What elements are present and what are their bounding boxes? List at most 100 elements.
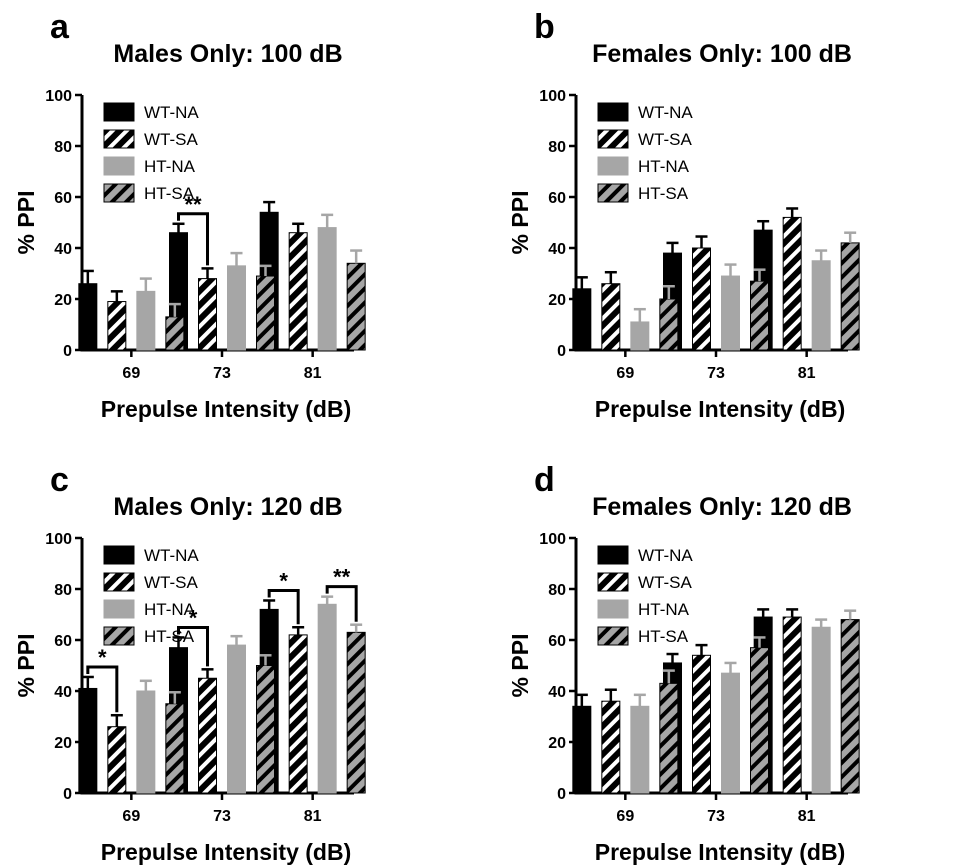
bar bbox=[811, 626, 831, 794]
bar bbox=[811, 260, 831, 351]
legend-swatch bbox=[103, 626, 135, 646]
panel-c: c Males Only: 120 dB 0 20 40 60 80 100 % PPI 69 73… bbox=[13, 461, 366, 865]
bar bbox=[346, 631, 366, 794]
x-tick-label: 81 bbox=[798, 365, 816, 382]
y-tick-label: 80 bbox=[54, 139, 72, 156]
y-tick-label: 40 bbox=[548, 684, 566, 701]
x-tick-label: 69 bbox=[616, 808, 634, 825]
significance-label: ** bbox=[184, 192, 202, 217]
x-tick-label: 69 bbox=[122, 808, 140, 825]
legend-label: WT-SA bbox=[638, 573, 692, 592]
panel-letter: c bbox=[50, 461, 69, 499]
legend-label: WT-NA bbox=[638, 103, 693, 122]
bar bbox=[659, 682, 679, 794]
y-tick-label: 60 bbox=[548, 190, 566, 207]
legend-label: WT-NA bbox=[638, 546, 693, 565]
bar bbox=[165, 703, 185, 794]
significance-bracket bbox=[177, 212, 209, 266]
legend-swatch bbox=[597, 572, 629, 592]
x-tick-label: 69 bbox=[122, 365, 140, 382]
y-tick-label: 0 bbox=[557, 343, 566, 360]
y-axis-title: % PPI bbox=[507, 191, 533, 255]
x-tick-label: 73 bbox=[707, 808, 725, 825]
y-tick-label: 20 bbox=[54, 292, 72, 309]
legend-swatch bbox=[597, 102, 629, 122]
legend-swatch bbox=[103, 599, 135, 619]
legend-swatch bbox=[597, 129, 629, 149]
chart-title: Males Only: 100 dB bbox=[113, 40, 342, 68]
legend-swatch bbox=[597, 183, 629, 203]
bar bbox=[165, 316, 185, 351]
bar bbox=[782, 216, 802, 351]
bar bbox=[601, 283, 621, 351]
legend-label: WT-NA bbox=[144, 103, 199, 122]
legend-swatch bbox=[103, 545, 135, 565]
chart-title: Females Only: 100 dB bbox=[592, 40, 852, 68]
legend-swatch bbox=[597, 545, 629, 565]
y-tick-label: 60 bbox=[548, 633, 566, 650]
significance-label: * bbox=[279, 568, 288, 593]
legend-label: HT-NA bbox=[144, 600, 196, 619]
y-tick-label: 60 bbox=[54, 633, 72, 650]
significance-label: ** bbox=[333, 565, 351, 590]
y-axis-title: % PPI bbox=[507, 634, 533, 698]
y-tick-label: 0 bbox=[557, 786, 566, 803]
legend-label: HT-SA bbox=[144, 184, 195, 203]
panel-letter: d bbox=[534, 461, 555, 499]
y-tick-label: 20 bbox=[548, 292, 566, 309]
bar bbox=[256, 665, 275, 794]
bar bbox=[572, 705, 592, 794]
legend-swatch bbox=[103, 183, 135, 203]
significance-bracket bbox=[325, 585, 358, 622]
bar bbox=[692, 247, 711, 351]
x-axis-title: Prepulse Intensity (dB) bbox=[595, 839, 845, 865]
y-tick-label: 80 bbox=[54, 582, 72, 599]
bar bbox=[721, 275, 740, 351]
x-tick-label: 73 bbox=[213, 365, 231, 382]
bar bbox=[346, 262, 366, 351]
legend-label: HT-SA bbox=[638, 184, 689, 203]
x-axis-title: Prepulse Intensity (dB) bbox=[595, 396, 845, 422]
y-tick-label: 20 bbox=[548, 735, 566, 752]
bar bbox=[107, 726, 127, 794]
significance-bracket bbox=[267, 588, 300, 625]
y-tick-label: 40 bbox=[548, 241, 566, 258]
bar bbox=[256, 275, 275, 351]
y-tick-label: 40 bbox=[54, 241, 72, 258]
bar bbox=[630, 705, 650, 794]
y-axis-title: % PPI bbox=[13, 634, 39, 698]
y-tick-label: 0 bbox=[63, 786, 72, 803]
x-tick-label: 81 bbox=[304, 808, 322, 825]
significance-bracket bbox=[86, 665, 119, 713]
significance-label: * bbox=[189, 605, 198, 630]
y-tick-label: 40 bbox=[54, 684, 72, 701]
legend-label: WT-NA bbox=[144, 546, 199, 565]
panel-a: a Males Only: 100 dB 0 20 40 60 80 100 % PPI 69 73… bbox=[13, 8, 366, 422]
significance-label: * bbox=[98, 645, 107, 670]
bar bbox=[227, 265, 246, 351]
bar bbox=[136, 290, 156, 351]
y-tick-label: 60 bbox=[54, 190, 72, 207]
bar bbox=[840, 619, 860, 794]
bar bbox=[601, 700, 621, 794]
bar bbox=[288, 232, 308, 351]
panel-letter: a bbox=[50, 8, 70, 46]
y-axis-title: % PPI bbox=[13, 191, 39, 255]
x-tick-label: 73 bbox=[213, 808, 231, 825]
bar bbox=[317, 603, 337, 794]
bar bbox=[721, 672, 740, 794]
legend-label: WT-SA bbox=[144, 573, 198, 592]
legend-swatch bbox=[597, 156, 629, 176]
bar bbox=[198, 677, 217, 794]
x-tick-label: 81 bbox=[304, 365, 322, 382]
legend-label: HT-NA bbox=[144, 157, 196, 176]
legend-label: HT-SA bbox=[638, 627, 689, 646]
bar bbox=[78, 283, 98, 351]
legend-swatch bbox=[103, 102, 135, 122]
x-axis-title: Prepulse Intensity (dB) bbox=[101, 396, 351, 422]
legend-swatch bbox=[103, 572, 135, 592]
y-tick-label: 80 bbox=[548, 582, 566, 599]
chart-title: Females Only: 120 dB bbox=[592, 493, 852, 521]
bar bbox=[198, 278, 217, 351]
